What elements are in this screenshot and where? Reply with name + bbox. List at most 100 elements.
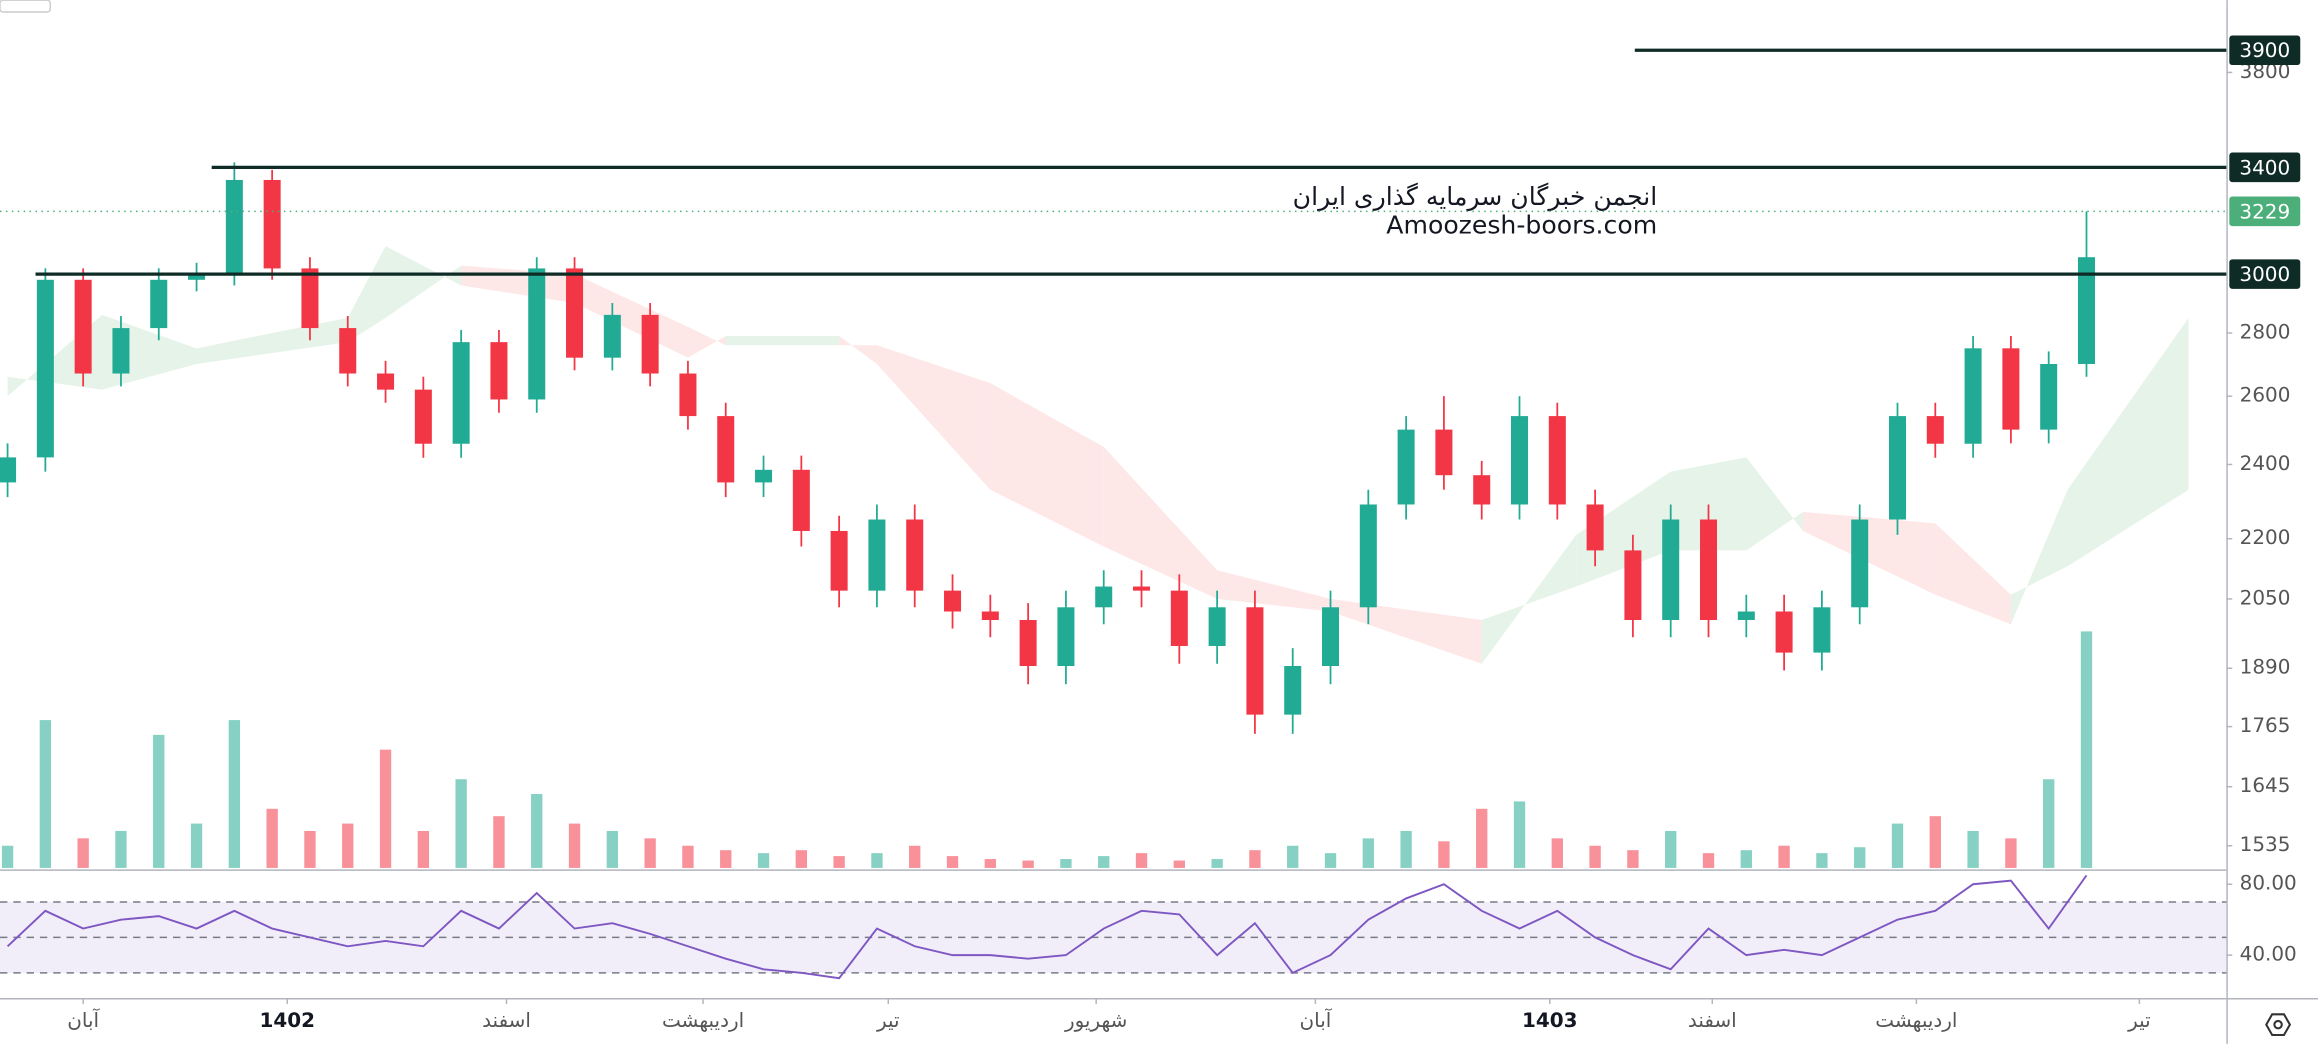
candle-body [603,314,621,358]
x-tick-label: اسفند [1688,1008,1737,1032]
candle-body [1397,429,1415,505]
cloud-segment [1217,570,1331,612]
volume-bar [984,859,996,868]
candle-body [1662,519,1680,620]
y-tick-label: 2600 [2240,383,2291,407]
candle-body [717,416,735,483]
candle-body [263,179,281,269]
cloud-segment [876,345,991,490]
cloud-segment [1576,471,1671,587]
candle-body [225,179,243,275]
last-price-label: 3229 [2239,199,2290,223]
candle-body [1511,416,1529,505]
level-label-box [2229,152,2301,183]
volume-bar [1854,847,1866,868]
y-tick-label: 2800 [2240,319,2291,343]
volume-bar [39,720,52,868]
candle-body [1246,607,1264,715]
volume-bar [379,749,392,868]
cloud-segment [1103,446,1218,599]
volume-bar [1778,845,1790,868]
candle-body [1775,611,1793,653]
volume-bar [1211,859,1223,868]
cloud-segment [347,246,386,343]
candle-body [830,530,848,591]
cloud-segment [574,274,688,358]
corner-button[interactable] [0,0,52,13]
volume-bar [1740,850,1752,868]
volume-bar [1135,853,1148,868]
x-tick-label: آبان [67,1007,100,1032]
y-tick-label: 2200 [2240,525,2291,549]
volume-bar [1400,830,1412,868]
volume-bar [153,734,165,868]
candle-body [1926,416,1944,444]
volume-bar [606,830,619,868]
settings-icon[interactable] [2265,1013,2292,1037]
candle-body [1964,348,1982,444]
candle-body [188,274,206,280]
candle-body [679,373,697,417]
watermark-site: Amoozesh-boors.com [1386,210,1657,239]
candle-body [944,590,962,612]
volume-bar [1362,838,1374,868]
volume-bar [304,830,316,868]
settings-hex[interactable] [2265,1013,2292,1037]
candle-body [339,328,357,374]
candle-body [1548,416,1566,505]
x-tick-label: اردیبهشت [662,1008,744,1032]
level-label: 3900 [2239,38,2290,62]
y-tick-label: 1535 [2240,832,2291,856]
volume-bar [115,830,127,868]
y-tick-label: 2050 [2240,585,2291,609]
candle-body [150,279,168,329]
volume-bar [417,830,430,868]
volume-bar [1891,823,1904,868]
candle-body [1888,416,1907,520]
volume-bar [909,845,921,868]
volume-bar [342,823,354,868]
candle-body [528,268,546,400]
volume-bar [2080,631,2093,868]
volume-bar [1438,841,1450,868]
candle-body [1057,607,1075,667]
cloud-segment [1670,457,1747,551]
volume-bar [757,853,770,868]
candle-body [452,342,470,444]
volume-bar [77,838,89,868]
volume-bar [795,850,808,868]
volume-bar [871,853,883,868]
volume-bar [2043,779,2055,868]
x-tick-label: 1402 [260,1008,316,1032]
settings-dot[interactable] [2273,1019,2283,1030]
price-layer [0,162,2095,734]
x-tick-label: 1403 [1522,1008,1578,1032]
cloud-segment [725,336,840,346]
candle-body [1435,429,1453,476]
volume-bar [1929,816,1941,868]
watermark-title: انجمن خبرگان سرمایه گذاری ایران [1293,182,1658,212]
candle-body [1624,550,1642,620]
x-tick-label: تیر [876,1008,900,1032]
cloud-segment [687,326,726,358]
candle-body [1699,519,1718,620]
candle-body [1095,586,1113,608]
candle-body [2002,348,2020,430]
volume-bar [1551,838,1563,868]
volume-bar [568,823,581,868]
candle-body [414,389,432,444]
candle-body [641,314,659,374]
volume-layer [1,631,2093,868]
volume-bar [833,856,845,868]
volume-bar [1,845,14,868]
candle-body [1359,504,1377,608]
candle-body [1019,619,1037,667]
rsi-tick-label: 40.00 [2240,942,2297,966]
volume-bar [1589,845,1601,868]
candle-body [1322,607,1340,667]
cloud-segment [1746,457,1803,551]
level-label-box [2229,259,2301,289]
candle-body [112,328,130,374]
volume-bar [1173,860,1185,868]
y-tick-label: 1645 [2240,773,2291,797]
